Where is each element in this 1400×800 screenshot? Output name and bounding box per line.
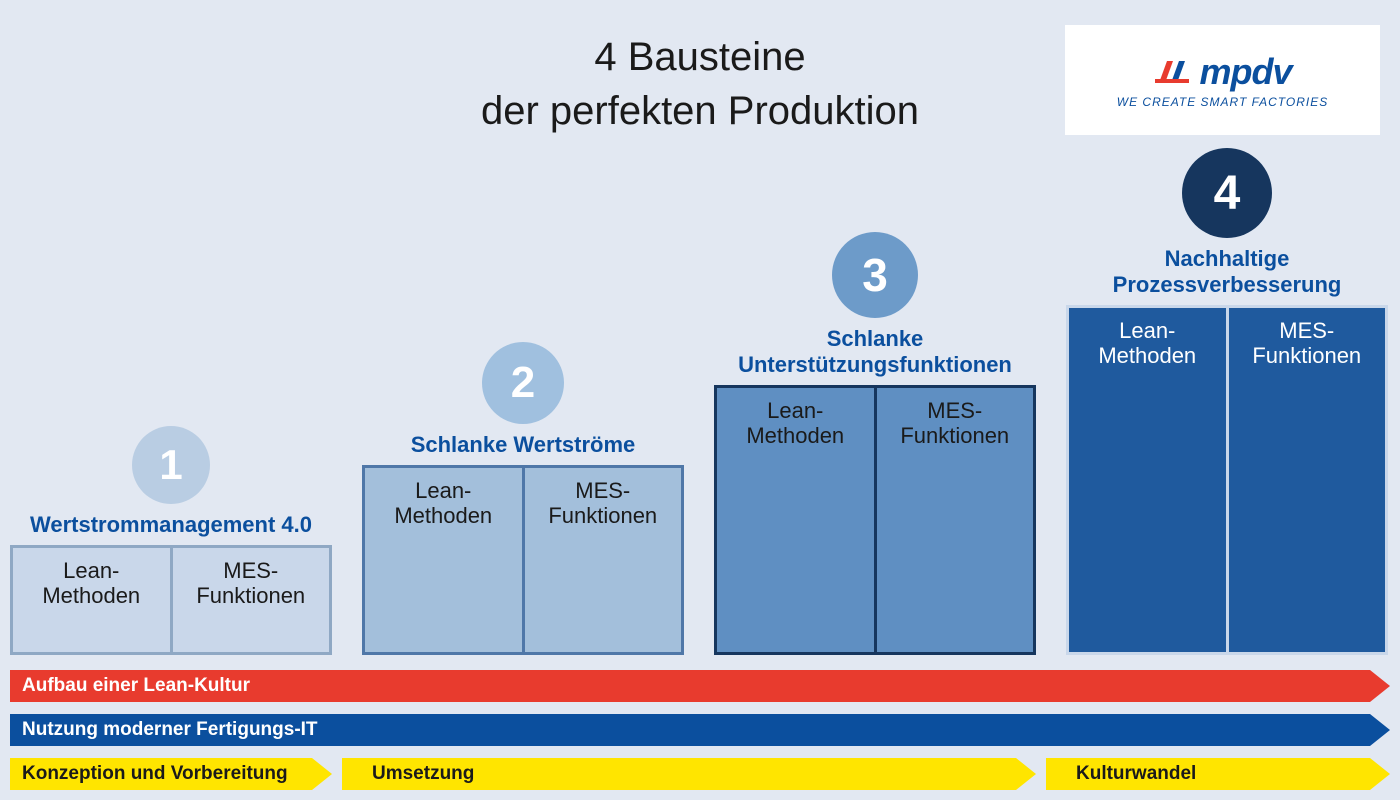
- step-boxpair-2: Lean-MethodenMES-Funktionen: [362, 465, 684, 655]
- logo-mark: mpdv: [1153, 51, 1291, 93]
- title-line1: 4 Bausteine: [594, 35, 805, 79]
- step-3-box-right: MES-Funktionen: [874, 388, 1034, 652]
- logo-box: mpdv WE CREATE SMART FACTORIES: [1065, 25, 1380, 135]
- step-3-box-left: Lean-Methoden: [717, 388, 874, 652]
- step-title-2: Schlanke Wertströme: [411, 432, 636, 457]
- step-boxpair-4: Lean-MethodenMES-Funktionen: [1066, 305, 1388, 655]
- step-1-box-right: MES-Funktionen: [170, 548, 330, 652]
- steps-area: 1Wertstrommanagement 4.0Lean-MethodenMES…: [10, 155, 1390, 655]
- step-3: 3 Schlanke Unterstützungsfunktionen Lean-M…: [714, 232, 1036, 655]
- step-1: 1 Wertstrommanagement 4.0 Lean-MethodenMES…: [10, 426, 332, 655]
- step-2-box-left: Lean-Methoden: [365, 468, 522, 652]
- step-4: 4 Nachhaltige Prozessverbesserung Lean-Met…: [1066, 148, 1388, 655]
- arrow-phase-0: Konzeption und Vorbereitung: [10, 758, 312, 790]
- step-title-4: Nachhaltige Prozessverbesserung: [1066, 246, 1388, 297]
- step-title-3: Schlanke Unterstützungsfunktionen: [714, 326, 1036, 377]
- logo-tagline: WE CREATE SMART FACTORIES: [1117, 95, 1328, 109]
- arrow-fertigungs-it: Nutzung moderner Fertigungs-IT: [10, 714, 1370, 746]
- arrow-label-phase-2: Kulturwandel: [1046, 758, 1370, 790]
- arrows-area: Aufbau einer Lean-Kultur Nutzung moderner…: [10, 670, 1390, 790]
- arrow-row-3: Konzeption und Vorbereitung Umsetzung Kult…: [10, 758, 1390, 790]
- step-boxpair-3: Lean-MethodenMES-Funktionen: [714, 385, 1036, 655]
- logo-glyph-icon: [1153, 57, 1193, 87]
- arrow-label-phase-0: Konzeption und Vorbereitung: [10, 758, 312, 790]
- logo-text: mpdv: [1199, 51, 1291, 93]
- arrow-head-lean-kultur: [1370, 670, 1390, 702]
- arrow-phase-1: Umsetzung: [342, 758, 1016, 790]
- arrow-head-phase-2: [1370, 758, 1390, 790]
- step-2: 2 Schlanke Wertströme Lean-MethodenMES-Fun…: [362, 342, 684, 655]
- step-boxpair-1: Lean-MethodenMES-Funktionen: [10, 545, 332, 655]
- step-title-1: Wertstrommanagement 4.0: [30, 512, 312, 537]
- step-4-box-right: MES-Funktionen: [1226, 308, 1386, 652]
- arrow-row-2: Nutzung moderner Fertigungs-IT: [10, 714, 1390, 746]
- arrow-lean-kultur: Aufbau einer Lean-Kultur: [10, 670, 1370, 702]
- step-badge-3: 3: [832, 232, 918, 318]
- arrow-head-phase-1: [1016, 758, 1036, 790]
- diagram-canvas: 4 Bausteine der perfekten Produktion mpd…: [0, 0, 1400, 800]
- step-badge-4: 4: [1182, 148, 1272, 238]
- arrow-label-fertigungs-it: Nutzung moderner Fertigungs-IT: [10, 714, 1370, 746]
- arrow-label-phase-1: Umsetzung: [342, 758, 1016, 790]
- step-badge-1: 1: [132, 426, 210, 504]
- arrow-phase-2: Kulturwandel: [1046, 758, 1370, 790]
- arrow-head-fertigungs-it: [1370, 714, 1390, 746]
- step-1-box-left: Lean-Methoden: [13, 548, 170, 652]
- step-4-box-left: Lean-Methoden: [1069, 308, 1226, 652]
- arrow-head-phase-0: [312, 758, 332, 790]
- arrow-label-lean-kultur: Aufbau einer Lean-Kultur: [10, 670, 1370, 702]
- arrow-row-1: Aufbau einer Lean-Kultur: [10, 670, 1390, 702]
- step-badge-2: 2: [482, 342, 564, 424]
- logo-underline: [1155, 79, 1189, 83]
- step-2-box-right: MES-Funktionen: [522, 468, 682, 652]
- title-line2: der perfekten Produktion: [481, 89, 919, 133]
